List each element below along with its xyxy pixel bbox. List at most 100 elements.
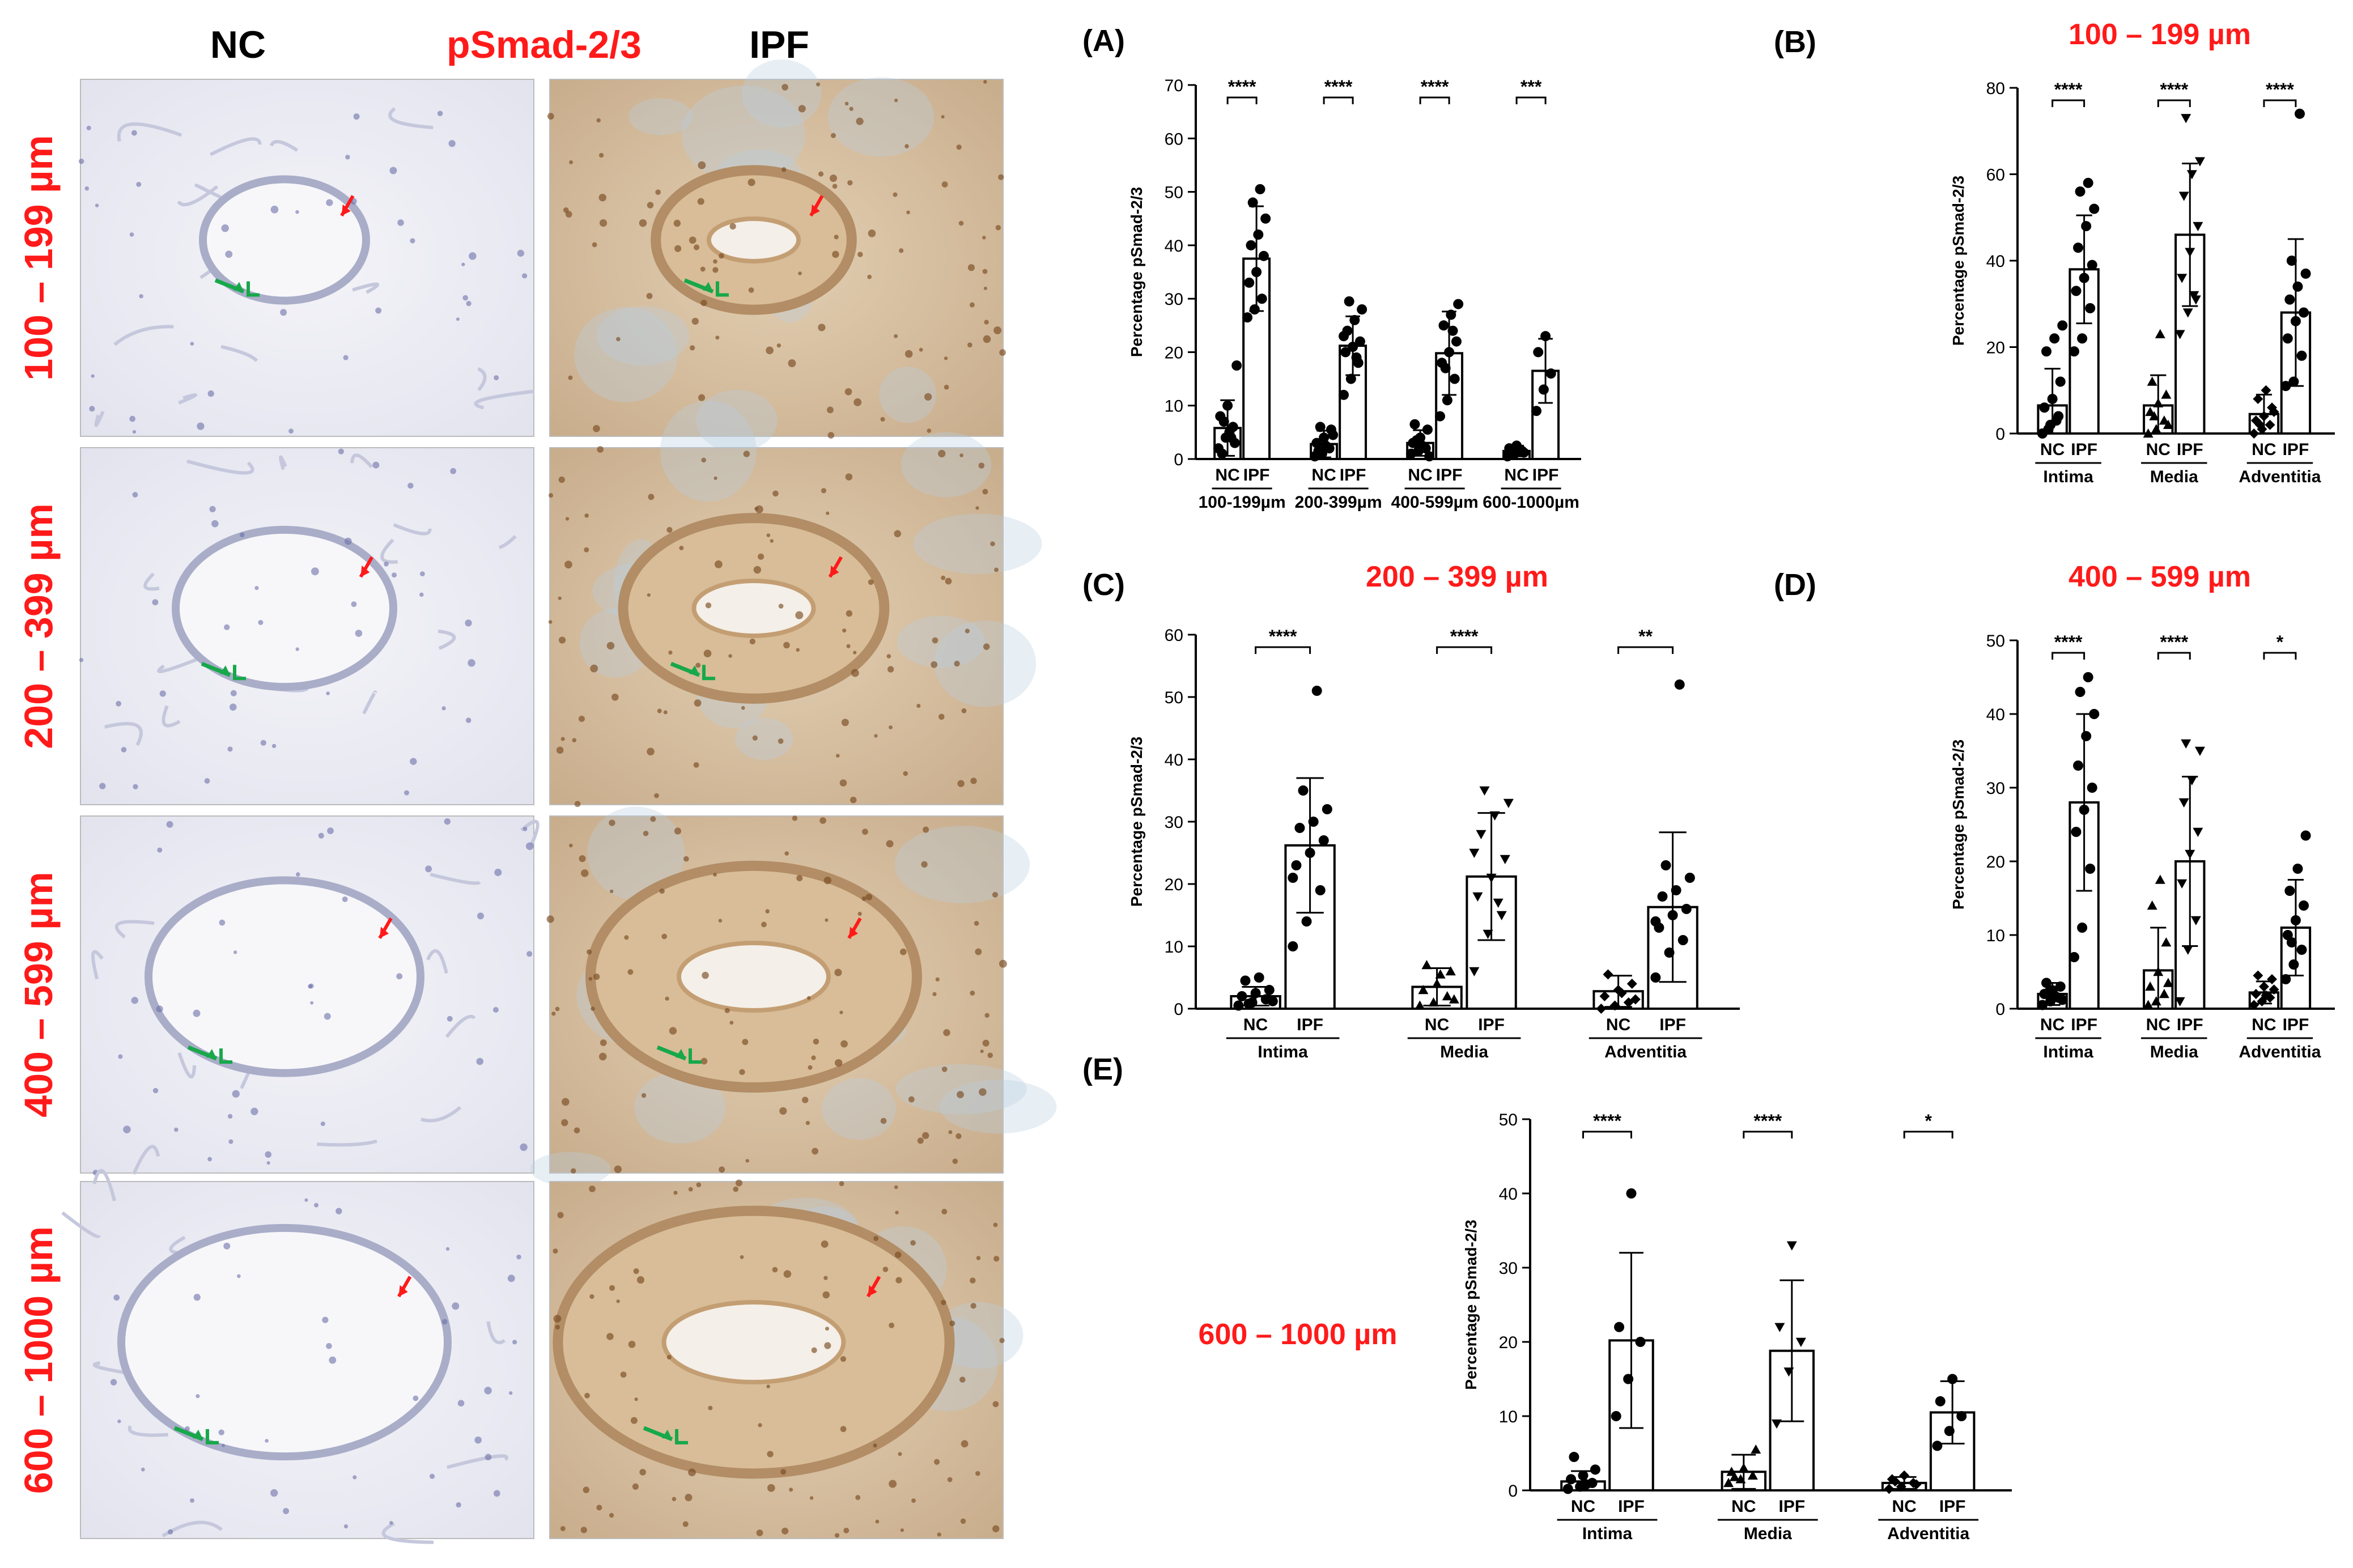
stain-title: pSmad-2/3 <box>447 23 642 66</box>
data-point <box>2149 411 2160 420</box>
ipf-micrograph-2 <box>530 806 1057 1187</box>
data-point <box>2178 192 2189 201</box>
data-point <box>2254 419 2265 430</box>
data-point <box>1267 996 1278 1006</box>
data-point <box>1911 1479 1922 1490</box>
y-tick-label: 40 <box>1499 1185 1518 1204</box>
data-point <box>1562 1484 1573 1494</box>
bar-label: NC <box>1504 466 1528 485</box>
data-point <box>2069 952 2079 962</box>
bar-label: IPF <box>2283 1015 2309 1034</box>
data-point <box>2177 879 2188 889</box>
y-tick-label: 80 <box>1986 79 2005 98</box>
significance-label: **** <box>1450 626 1479 647</box>
data-point <box>1445 966 1456 976</box>
group-label: Media <box>2150 468 2198 486</box>
ipf-micrograph-1 <box>548 401 1042 808</box>
data-point <box>2185 849 2195 859</box>
data-point <box>1674 679 1685 690</box>
data-point <box>1531 406 1542 417</box>
significance-label: ** <box>1638 626 1653 647</box>
data-point <box>2258 981 2269 992</box>
bar-label: NC <box>1731 1497 1756 1516</box>
data-point <box>2161 389 2172 399</box>
data-point <box>2151 424 2161 434</box>
data-point <box>1453 299 1464 309</box>
bar-label: IPF <box>1618 1497 1645 1516</box>
data-point <box>2051 415 2062 426</box>
y-axis-label-1: Percentage pSmad-2/3 <box>1949 176 1967 346</box>
data-point <box>1449 994 1459 1004</box>
y-tick-label: 0 <box>1174 451 1183 469</box>
chart-1: (B) 100 – 199 µm 0 20 40 60 80 Percentage pSmad… <box>1774 18 2335 486</box>
y-tick-label: 20 <box>1165 876 1183 894</box>
data-point <box>2299 900 2309 911</box>
data-point <box>1469 967 1480 976</box>
data-point <box>2073 243 2084 253</box>
data-point <box>1603 969 1613 980</box>
data-point <box>1947 1374 1958 1384</box>
data-point <box>2249 1000 2259 1010</box>
y-tick-label: 20 <box>1165 343 1183 362</box>
data-point <box>1315 885 1326 895</box>
data-point <box>1349 315 1360 325</box>
data-point <box>2155 874 2165 884</box>
y-tick-label: 40 <box>1986 706 2005 724</box>
data-point <box>1751 1444 1761 1454</box>
data-point <box>2087 783 2097 793</box>
data-point <box>1298 785 1309 796</box>
significance-label: **** <box>1753 1111 1782 1131</box>
data-point <box>2182 945 2193 955</box>
data-point <box>1944 1426 1955 1437</box>
data-point <box>2292 281 2303 292</box>
bar-label: NC <box>1243 1015 1268 1034</box>
chart-4: (E) 600 – 1000 µm 0 10 20 30 40 50 Percentage pS… <box>1082 1052 2012 1543</box>
data-point <box>1626 979 1637 989</box>
data-point <box>2190 916 2201 925</box>
data-point <box>2055 376 2066 387</box>
data-point <box>1538 384 1549 395</box>
bar-label: NC <box>2040 440 2065 459</box>
bar-label: IPF <box>1659 1015 1686 1034</box>
data-point <box>1344 296 1354 307</box>
data-point <box>1422 424 1433 435</box>
data-point <box>2193 222 2203 231</box>
data-point <box>1500 855 1510 864</box>
nc-micrograph-2 <box>80 815 540 1176</box>
y-tick-label: 50 <box>1986 632 2005 651</box>
bar-label: NC <box>1606 1015 1630 1034</box>
data-point <box>1667 910 1678 920</box>
chart-title-1: 100 – 199 µm <box>2069 18 2251 51</box>
data-point <box>1884 1484 1895 1494</box>
bar-label: IPF <box>2071 1015 2097 1034</box>
bar-label: IPF <box>1340 466 1366 485</box>
bar-label: IPF <box>2177 440 2203 459</box>
data-point <box>2077 923 2088 933</box>
data-point <box>1260 213 1271 224</box>
data-point <box>1786 1241 1797 1251</box>
data-point <box>2186 776 2197 785</box>
data-point <box>1354 336 1365 347</box>
data-point <box>2041 346 2052 357</box>
data-point <box>1438 320 1449 331</box>
group-label: 600-1000µm <box>1483 493 1579 512</box>
data-point <box>1650 972 1661 983</box>
data-point <box>1738 1463 1749 1472</box>
data-point <box>1956 1411 1967 1421</box>
y-tick-label: 0 <box>1995 425 2005 444</box>
chart-0: (A) 0 10 20 30 40 50 60 70 Percentage pSmad-2/3 NC… <box>1082 24 1581 512</box>
group-label: Adventitia <box>2239 468 2321 486</box>
data-point <box>1609 1000 1620 1011</box>
data-point <box>2073 760 2084 771</box>
bar-label: NC <box>1892 1497 1916 1516</box>
y-tick-label: 50 <box>1165 689 1183 707</box>
group-label: Intima <box>2043 468 2093 486</box>
data-point <box>1351 352 1362 363</box>
data-point <box>2079 273 2089 283</box>
y-tick-label: 10 <box>1165 397 1183 416</box>
data-point <box>1435 411 1446 422</box>
bar-label: NC <box>2146 440 2171 459</box>
data-point <box>2181 739 2191 749</box>
data-point <box>1681 904 1692 914</box>
chart-2: (C) 200 – 399 µm 0 10 20 30 40 50 60 Percentage p… <box>1082 560 1740 1061</box>
